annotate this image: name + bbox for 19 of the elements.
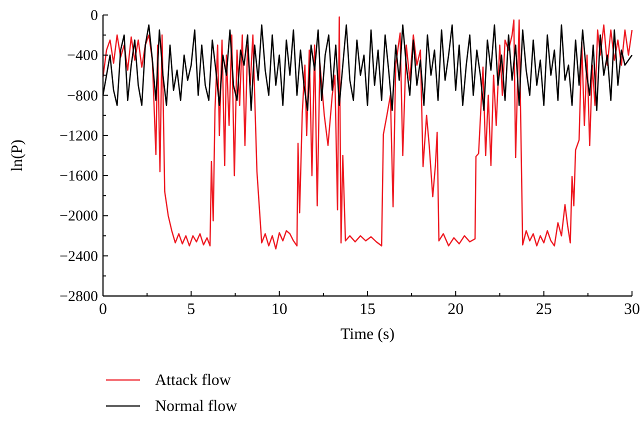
y-tick-label: −400 — [67, 48, 98, 64]
x-tick-label: 25 — [536, 301, 552, 318]
line-series — [102, 16, 633, 250]
y-tick-label: −2400 — [60, 248, 98, 265]
y-tick-label: −1200 — [60, 128, 98, 144]
x-tick-label: 30 — [624, 301, 640, 318]
x-tick-label: 20 — [448, 301, 464, 318]
y-tick-label: −800 — [67, 88, 98, 104]
x-axis-title: Time (s) — [340, 326, 395, 343]
x-tick-label: 10 — [271, 301, 288, 318]
y-tick-label: −2000 — [60, 208, 98, 225]
x-tick-label: 5 — [187, 301, 196, 318]
y-tick-label: 0 — [90, 8, 98, 24]
y-tick-label: −2800 — [60, 289, 98, 305]
x-tick-label: 15 — [360, 301, 376, 318]
legend-label: Normal flow — [155, 398, 238, 415]
legend-label: Attack flow — [155, 372, 232, 389]
y-tick-label: −1600 — [60, 168, 98, 185]
y-axis-title: ln(P) — [9, 140, 26, 172]
